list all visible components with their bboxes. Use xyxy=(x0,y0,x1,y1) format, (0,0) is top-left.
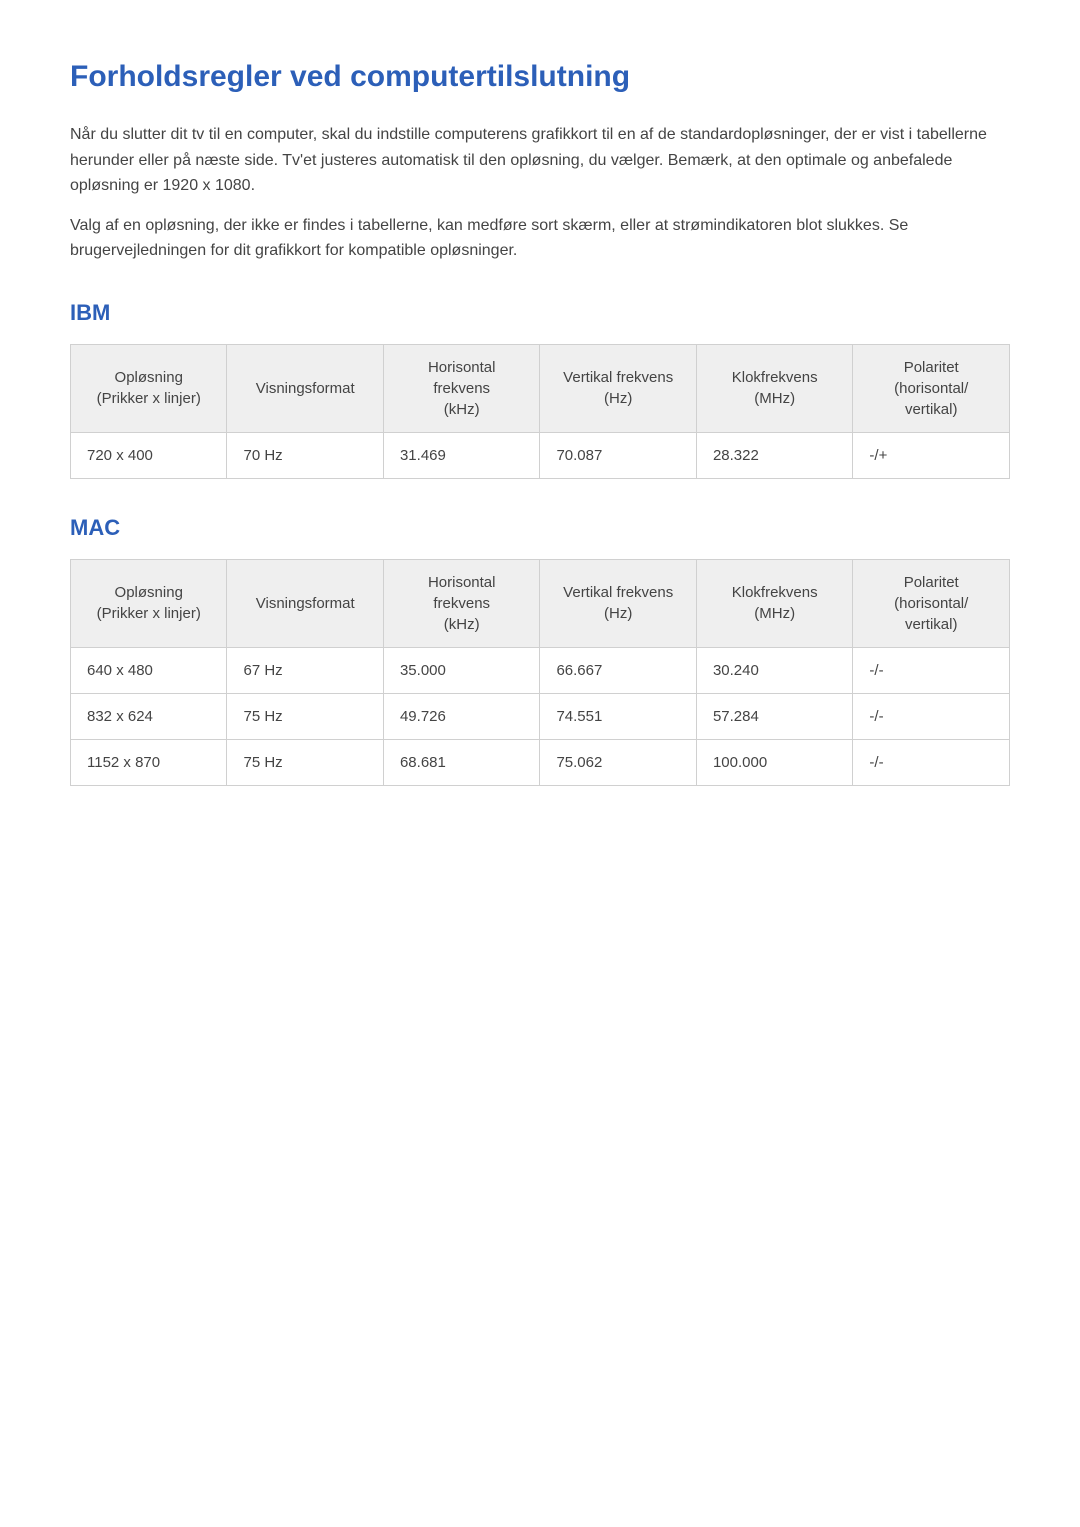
table-mac: Opløsning(Prikker x linjer) Visningsform… xyxy=(70,559,1010,786)
cell: -/- xyxy=(853,739,1010,785)
cell: -/- xyxy=(853,693,1010,739)
cell: 75 Hz xyxy=(227,739,383,785)
table-ibm: Opløsning(Prikker x linjer) Visningsform… xyxy=(70,344,1010,479)
col-clock-freq: Klokfrekvens(MHz) xyxy=(696,559,852,647)
col-polarity: Polaritet(horisontal/vertikal) xyxy=(853,344,1010,432)
col-vert-freq: Vertikal frekvens(Hz) xyxy=(540,559,696,647)
col-horiz-freq: Horisontalfrekvens(kHz) xyxy=(383,559,539,647)
col-horiz-freq: Horisontalfrekvens(kHz) xyxy=(383,344,539,432)
cell: 75.062 xyxy=(540,739,696,785)
col-resolution: Opløsning(Prikker x linjer) xyxy=(71,344,227,432)
intro-paragraph-2: Valg af en opløsning, der ikke er findes… xyxy=(70,213,1010,264)
table-header-row: Opløsning(Prikker x linjer) Visningsform… xyxy=(71,559,1010,647)
cell: 832 x 624 xyxy=(71,693,227,739)
cell: 75 Hz xyxy=(227,693,383,739)
col-display-format: Visningsformat xyxy=(227,344,383,432)
page-title: Forholdsregler ved computertilslutning xyxy=(70,60,1010,94)
cell: 1152 x 870 xyxy=(71,739,227,785)
cell: 57.284 xyxy=(696,693,852,739)
cell: 74.551 xyxy=(540,693,696,739)
intro-paragraph-1: Når du slutter dit tv til en computer, s… xyxy=(70,122,1010,199)
col-clock-freq: Klokfrekvens(MHz) xyxy=(696,344,852,432)
section-heading-mac: MAC xyxy=(70,515,1010,541)
table-row: 640 x 480 67 Hz 35.000 66.667 30.240 -/- xyxy=(71,647,1010,693)
cell: 640 x 480 xyxy=(71,647,227,693)
cell: 67 Hz xyxy=(227,647,383,693)
cell: -/- xyxy=(853,647,1010,693)
col-display-format: Visningsformat xyxy=(227,559,383,647)
table-header-row: Opløsning(Prikker x linjer) Visningsform… xyxy=(71,344,1010,432)
cell: 100.000 xyxy=(696,739,852,785)
cell: 31.469 xyxy=(383,432,539,478)
cell: 70 Hz xyxy=(227,432,383,478)
table-row: 1152 x 870 75 Hz 68.681 75.062 100.000 -… xyxy=(71,739,1010,785)
col-vert-freq: Vertikal frekvens(Hz) xyxy=(540,344,696,432)
table-row: 832 x 624 75 Hz 49.726 74.551 57.284 -/- xyxy=(71,693,1010,739)
cell: 49.726 xyxy=(383,693,539,739)
cell: 68.681 xyxy=(383,739,539,785)
cell: 720 x 400 xyxy=(71,432,227,478)
cell: 35.000 xyxy=(383,647,539,693)
cell: 30.240 xyxy=(696,647,852,693)
cell: 28.322 xyxy=(696,432,852,478)
section-heading-ibm: IBM xyxy=(70,300,1010,326)
col-resolution: Opløsning(Prikker x linjer) xyxy=(71,559,227,647)
table-row: 720 x 400 70 Hz 31.469 70.087 28.322 -/+ xyxy=(71,432,1010,478)
col-polarity: Polaritet(horisontal/vertikal) xyxy=(853,559,1010,647)
cell: 70.087 xyxy=(540,432,696,478)
cell: 66.667 xyxy=(540,647,696,693)
cell: -/+ xyxy=(853,432,1010,478)
